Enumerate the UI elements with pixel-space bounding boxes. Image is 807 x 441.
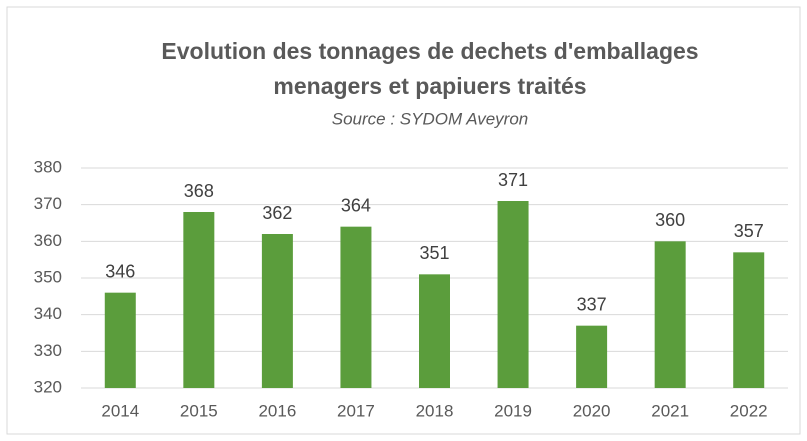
x-tick-label: 2019 [494, 401, 532, 420]
data-label: 360 [655, 210, 685, 230]
y-tick-label: 330 [34, 341, 62, 360]
chart-title: menagers et papiuers traités [273, 73, 586, 99]
data-label: 362 [262, 203, 292, 223]
bar [183, 212, 215, 388]
data-label: 357 [734, 221, 764, 241]
data-label: 368 [184, 181, 214, 201]
data-label: 346 [105, 261, 135, 281]
y-tick-label: 320 [34, 377, 62, 396]
bar [261, 234, 293, 388]
y-tick-label: 340 [34, 304, 62, 323]
bar [654, 241, 686, 388]
bar [733, 252, 765, 388]
x-tick-label: 2018 [416, 401, 454, 420]
y-tick-label: 370 [34, 194, 62, 213]
y-tick-label: 380 [34, 157, 62, 176]
data-label: 337 [577, 294, 607, 314]
x-tick-label: 2022 [730, 401, 768, 420]
data-label: 371 [498, 170, 528, 190]
x-tick-label: 2015 [180, 401, 218, 420]
x-tick-label: 2020 [573, 401, 611, 420]
x-tick-label: 2021 [651, 401, 689, 420]
bar [340, 226, 372, 388]
data-label: 351 [419, 243, 449, 263]
data-label: 364 [341, 195, 371, 215]
bar [497, 201, 529, 388]
bar [419, 274, 450, 388]
x-tick-label: 2017 [337, 401, 375, 420]
x-tick-label: 2014 [101, 401, 139, 420]
y-tick-label: 360 [34, 231, 62, 250]
bar [104, 292, 136, 388]
bar [576, 325, 608, 388]
x-tick-label: 2016 [258, 401, 296, 420]
chart-title: Evolution des tonnages de dechets d'emba… [161, 38, 698, 64]
chart-subtitle: Source : SYDOM Aveyron [332, 109, 529, 128]
y-tick-label: 350 [34, 267, 62, 286]
